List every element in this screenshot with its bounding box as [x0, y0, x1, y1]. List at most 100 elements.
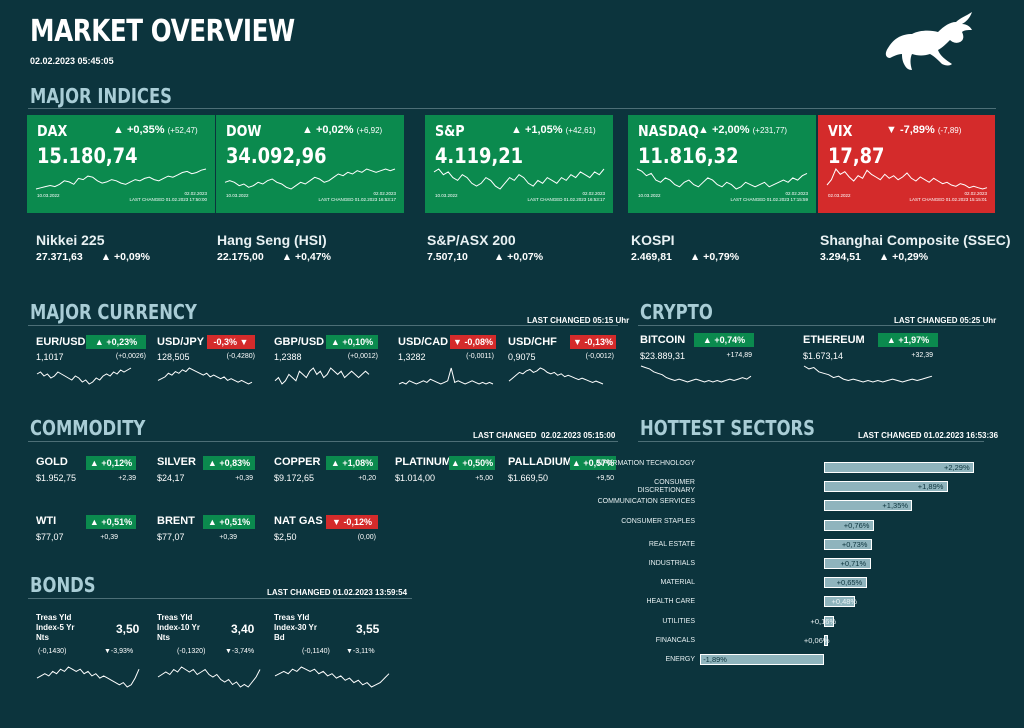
currency-usd-jpy[interactable]: USD/JPY -0,3% ▼ 128,505 (-0,4280) — [157, 335, 269, 392]
index-card-vix[interactable]: VIX ▼ -7,89% (-7,89) 17,87 02.03.2022 02… — [818, 115, 995, 213]
bonds-title: BONDS — [30, 573, 96, 597]
commodity-gold[interactable]: GOLD ▲ +0,12% $1.952,75 +2,39 — [36, 456, 138, 486]
commodity-change-badge: ▲ +0,83% — [203, 456, 255, 470]
index-sparkline — [433, 168, 605, 190]
commodity-price: $77,07 — [36, 532, 64, 542]
bull-logo-icon — [885, 12, 972, 70]
index-date-start: 10.03.2022 — [435, 193, 458, 198]
commodity-change-badge: ▲ +0,12% — [86, 456, 136, 470]
index-change: ▲ +0,29% — [878, 251, 929, 263]
bond-change: ▼-3,74% — [225, 648, 255, 655]
index-card-dax[interactable]: DAX ▲ +0,35% (+52,47) 15.180,74 10.03.20… — [27, 115, 215, 213]
currency-sparkline — [157, 367, 253, 385]
bond-30yr[interactable]: Treas Yld Index-30 Yr Bd 3,55 (-0,1140) … — [274, 613, 390, 693]
commodity-platinum[interactable]: PLATINUM ▲ +0,50% $1.014,00 +5,00 — [395, 456, 495, 486]
commodity-name: GOLD — [36, 456, 68, 468]
index-value: 3.294,51 — [820, 251, 861, 263]
index-value: 15.180,74 — [37, 144, 138, 168]
commodity-brent[interactable]: BRENT ▲ +0,51% $77,07 +0,39 — [157, 515, 257, 545]
commodity-copper[interactable]: COPPER ▲ +1,08% $9.172,65 +0,20 — [274, 456, 378, 486]
index-card-nasdaq[interactable]: NASDAQ ▲ +2,00% (+231,77) 11.816,32 10.0… — [628, 115, 816, 213]
currency-price: 1,1017 — [36, 352, 64, 362]
commodity-wti[interactable]: WTI ▲ +0,51% $77,07 +0,39 — [36, 515, 138, 545]
currency-name: EUR/USD — [36, 336, 86, 348]
index-sparkline — [224, 168, 396, 190]
commodity-nat-gas[interactable]: NAT GAS ▼ -0,12% $2,50 (0,00) — [274, 515, 378, 545]
index-date-end: 02.02.2023 LAST CHANGED 01.02.2023 15:15:… — [909, 191, 987, 202]
crypto-ethereum[interactable]: ETHEREUM ▲ +1,97% $1.673,14 +32,39 — [803, 333, 938, 390]
index-card-dow[interactable]: DOW ▲ +0,02% (+6,92) 34.092,96 10.03.202… — [216, 115, 404, 213]
index-kospi[interactable]: KOSPI 2.469,81 ▲ +0,79% — [631, 232, 739, 263]
currency-diff: (-0,4280) — [226, 353, 255, 360]
index-change: ▲ +0,35% (+52,47) — [113, 124, 198, 136]
sector-value-label: +1,35% — [882, 501, 909, 511]
index-shanghai[interactable]: Shanghai Composite (SSEC) 3.294,51 ▲ +0,2… — [820, 232, 1011, 263]
sector-value-label: +0,76% — [843, 520, 870, 530]
index-value: 17,87 — [828, 144, 885, 168]
crypto-name: BITCOIN — [640, 334, 686, 346]
currency-eur-usd[interactable]: EUR/USD ▲ +0,23% 1,1017 (+0,0026) — [36, 335, 148, 392]
index-name: Hang Seng (HSI) — [217, 232, 327, 248]
index-name: S&P — [435, 122, 465, 140]
sparkline-path — [636, 168, 808, 190]
sparkline-path — [508, 367, 604, 385]
commodity-name: NAT GAS — [274, 515, 323, 527]
sector-label: REAL ESTATE — [648, 540, 695, 548]
commodity-price: $1.952,75 — [36, 473, 77, 483]
index-change: ▲ +2,00% (+231,77) — [698, 124, 788, 136]
currency-sparkline — [274, 367, 370, 385]
bond-name: Treas Yld Index-5 Yr Nts — [36, 613, 75, 642]
currency-sparkline — [36, 367, 132, 385]
index-name: DAX — [37, 122, 68, 140]
bond-5yr[interactable]: Treas Yld Index-5 Yr Nts 3,50 (-0,1430) … — [36, 613, 140, 693]
major-indices-title: MAJOR INDICES — [30, 84, 172, 108]
index-date-start: 10.03.2022 — [638, 193, 661, 198]
commodity-silver[interactable]: SILVER ▲ +0,83% $24,17 +0,39 — [157, 456, 257, 486]
currency-diff: (+0,0026) — [115, 353, 146, 360]
currency-diff: (-0,0011) — [466, 353, 494, 360]
currency-price: 0,9075 — [508, 352, 536, 362]
index-date-end: 02.02.2023 LAST CHANGED 01.02.2023 16:53:… — [318, 191, 396, 202]
index-card-sp[interactable]: S&P ▲ +1,05% (+42,61) 4.119,21 10.03.202… — [425, 115, 613, 213]
index-nikkei[interactable]: Nikkei 225 27.371,63 ▲ +0,09% — [36, 232, 150, 263]
sparkline-path — [35, 168, 207, 190]
bond-name: Treas Yld Index-10 Yr Nts — [157, 613, 200, 642]
crypto-bitcoin[interactable]: BITCOIN ▲ +0,74% $23.889,31 +174,89 — [640, 333, 756, 390]
commodity-palladium[interactable]: PALLADIUM ▲ +0,57% $1.669,50 +9,50 — [508, 456, 616, 486]
currency-usd-chf[interactable]: USD/CHF ▼ -0,13% 0,9075 (-0,0012) — [508, 335, 616, 392]
sector-value-label: +0,65% — [836, 578, 863, 588]
commodity-diff: (0,00) — [357, 534, 376, 541]
sector-value-label: +0,16% — [810, 616, 837, 626]
currency-change-badge: ▲ +0,23% — [86, 335, 146, 349]
sector-bar — [824, 596, 856, 608]
commodity-title: COMMODITY — [30, 416, 146, 440]
index-date-end: 02.02.2023 LAST CHANGED 01.02.2023 17:50:… — [129, 191, 207, 202]
sector-bar — [824, 481, 948, 493]
commodity-diff: +0,39 — [219, 534, 237, 541]
sector-value-label: -1,89% — [703, 655, 727, 664]
currency-sparkline — [508, 367, 604, 385]
commodity-diff: +9,50 — [596, 475, 614, 482]
index-asx200[interactable]: S&P/ASX 200 7.507,10 ▲ +0,07% — [427, 232, 543, 263]
crypto-sparkline — [640, 365, 752, 383]
bond-sparkline — [157, 666, 261, 688]
sectors-title: HOTTEST SECTORS — [640, 416, 815, 440]
bonds-divider — [28, 598, 412, 599]
sector-value-label: +0,06% — [803, 635, 830, 645]
commodity-divider — [28, 441, 618, 442]
index-hang-seng[interactable]: Hang Seng (HSI) 22.175,00 ▲ +0,47% — [217, 232, 331, 263]
page-title: MARKET OVERVIEW — [30, 14, 295, 49]
index-change: ▲ +0,09% — [100, 251, 150, 263]
index-date-end: 02.02.2023 LAST CHANGED 01.02.2023 17:15:… — [730, 191, 808, 202]
sector-label: MATERIAL — [660, 579, 696, 587]
sector-label: FINANCALS — [655, 636, 695, 644]
sector-bar — [824, 538, 872, 550]
index-value: 22.175,00 — [217, 251, 264, 263]
commodity-last-changed: 02.02.2023 05:15:00 — [541, 431, 616, 440]
bond-10yr[interactable]: Treas Yld Index-10 Yr Nts 3,40 (-0,1320)… — [157, 613, 261, 693]
sparkline-path — [640, 365, 752, 383]
currency-gbp-usd[interactable]: GBP/USD ▲ +0,10% 1,2388 (+0,0012) — [274, 335, 386, 392]
index-name: Shanghai Composite (SSEC) — [820, 232, 1011, 248]
bond-diff: (-0,1320) — [177, 648, 206, 655]
currency-usd-cad[interactable]: USD/CAD ▼ -0,08% 1,3282 (-0,0011) — [398, 335, 496, 392]
